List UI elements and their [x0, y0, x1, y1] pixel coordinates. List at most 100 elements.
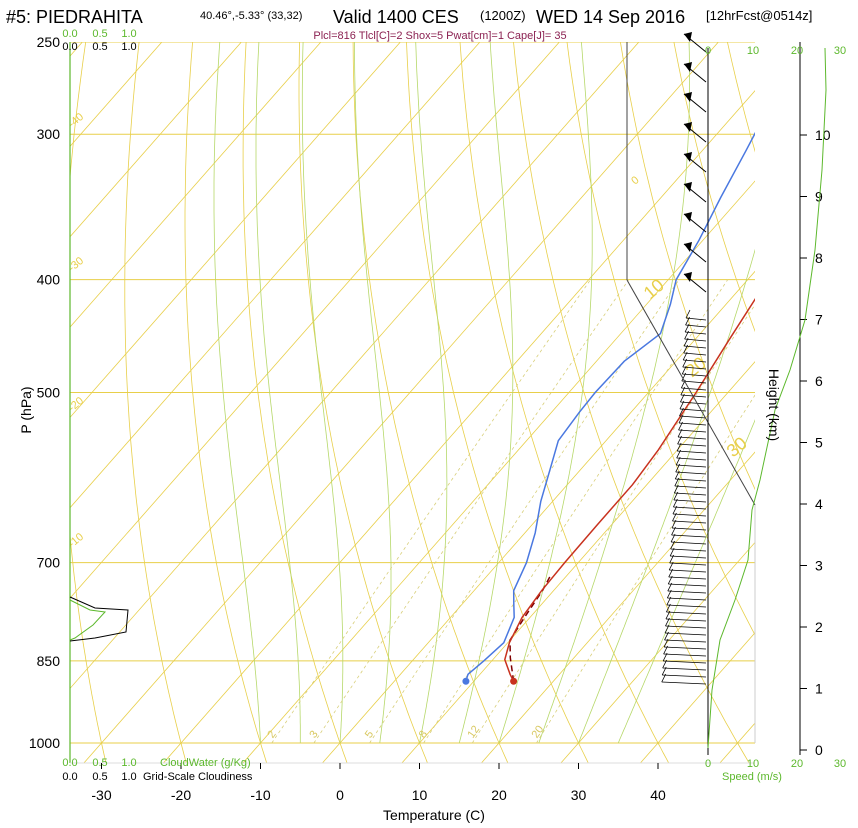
wind-barb	[684, 323, 707, 335]
height-tick-label: 8	[815, 250, 823, 266]
wind-barb-feather	[682, 351, 688, 361]
speed-tick-bottom: 30	[834, 758, 846, 770]
wind-barb-feather	[678, 414, 684, 424]
wind-barb-feather	[675, 463, 681, 473]
cloudiness-tick-bottom: 1.0	[121, 771, 136, 783]
wind-barb	[674, 477, 707, 489]
mixing-ratio-line	[271, 279, 591, 744]
wind-barb-feather	[671, 526, 676, 536]
height-tick-label: 10	[815, 127, 831, 143]
height-tick-label: 0	[815, 742, 823, 758]
wind-barb-feather	[677, 428, 683, 438]
wind-barb-shaft	[678, 429, 707, 433]
wind-barb	[667, 582, 707, 594]
pressure-tick-label: 400	[37, 272, 61, 288]
wind-barb-shaft	[685, 317, 707, 321]
height-tick-label: 3	[815, 558, 823, 574]
wind-barb	[669, 554, 707, 566]
isotherm-line	[480, 451, 755, 763]
wind-barb	[683, 337, 707, 349]
wind-barb-shaft	[681, 387, 707, 391]
temperature-line	[504, 297, 755, 682]
wind-barb-shaft	[676, 457, 707, 461]
wind-barb-feather	[683, 337, 689, 347]
surface-temperature-point	[510, 677, 518, 685]
wind-barb	[663, 645, 707, 657]
wind-barb-shaft	[666, 611, 707, 615]
pressure-tick-label: 850	[37, 653, 61, 669]
moist-adiabat	[415, 42, 448, 744]
wind-barb-pennant	[684, 122, 692, 132]
wind-barb-shaft	[672, 513, 707, 517]
wind-barb	[681, 365, 707, 377]
wind-barb-shaft	[670, 555, 707, 559]
wind-barb-shaft	[684, 345, 707, 349]
x-tick-label: 40	[650, 787, 666, 803]
cloudiness-tick-top: 0.0	[62, 41, 77, 53]
wind-barb	[661, 673, 707, 685]
wind-barb-shaft	[671, 541, 707, 545]
x-tick-label: 20	[491, 787, 507, 803]
wind-barb-shaft	[685, 324, 707, 328]
isotherm-line	[70, 42, 560, 599]
moist-adiabat	[578, 248, 755, 744]
isotherm-label: 30	[723, 433, 751, 461]
wind-barb-feather	[675, 456, 681, 466]
wind-barb	[672, 505, 707, 517]
wind-barb-feather	[668, 561, 674, 571]
speed-tick-bottom: 10	[747, 758, 759, 770]
wind-barb-shaft	[672, 520, 707, 524]
station-title: #5: PIEDRAHITA	[6, 7, 143, 27]
x-tick-label: 30	[571, 787, 587, 803]
wind-barb	[683, 122, 707, 143]
cloudwater-profile	[69, 599, 107, 641]
wind-barb-shaft	[666, 604, 707, 608]
wind-barb	[661, 666, 707, 678]
wind-barb-shaft	[673, 506, 707, 510]
wind-barb	[677, 428, 707, 440]
x-tick-label: 10	[412, 787, 428, 803]
wind-barb	[663, 638, 707, 650]
wind-barb-feather	[681, 372, 687, 382]
stability-indices: Plcl=816 Tlcl[C]=2 Shox=5 Pwat[cm]=1 Cap…	[313, 30, 566, 42]
wind-barb	[678, 414, 707, 426]
valid-date: WED 14 Sep 2016	[536, 7, 685, 27]
wind-barb-shaft	[677, 450, 707, 454]
wind-barb-feather	[678, 421, 683, 431]
station-coords: 40.46°,-5.33° (33,32)	[200, 10, 302, 22]
wind-barb-shaft	[675, 471, 707, 475]
wind-barb-shaft	[671, 534, 707, 538]
wind-barb-pennant	[684, 182, 692, 192]
wind-barb	[675, 456, 707, 468]
wind-barb-shaft	[665, 618, 707, 622]
wind-barb-shaft	[683, 359, 707, 363]
speed-tick-bottom: 0	[705, 758, 711, 770]
speed-tick-top: 10	[747, 45, 759, 57]
wind-barb	[665, 617, 707, 629]
wind-barb-feather	[673, 484, 679, 494]
wind-barb	[664, 631, 707, 643]
wind-barb	[673, 491, 707, 503]
wind-barb-feather	[665, 617, 670, 627]
dry-adiabat	[184, 42, 268, 763]
wind-barb-feather	[685, 309, 691, 319]
forecast-tag: [12hrFcst@0514z]	[706, 8, 812, 23]
isotherm-line	[639, 632, 755, 763]
isotherm-line	[321, 270, 755, 763]
wind-barb-shaft	[678, 422, 707, 426]
cloudwater-tick-bottom: 0.5	[92, 757, 107, 769]
height-tick-label: 6	[815, 373, 823, 389]
height-tick-label: 9	[815, 189, 823, 205]
wind-barb-feather	[679, 407, 684, 417]
wind-barb-shaft	[675, 478, 707, 482]
wind-barb	[681, 372, 707, 384]
wind-barb	[680, 393, 707, 405]
wind-barb-feather	[666, 603, 671, 613]
wind-barb-feather	[670, 533, 676, 543]
wind-barb-pennant	[684, 152, 692, 162]
dry-adiabat	[298, 42, 428, 763]
cloudiness-label: Grid-Scale Cloudiness	[143, 771, 253, 783]
wind-barb-shaft	[663, 653, 707, 657]
height-tick-label: 2	[815, 619, 823, 635]
dry-adiabat	[513, 42, 750, 763]
